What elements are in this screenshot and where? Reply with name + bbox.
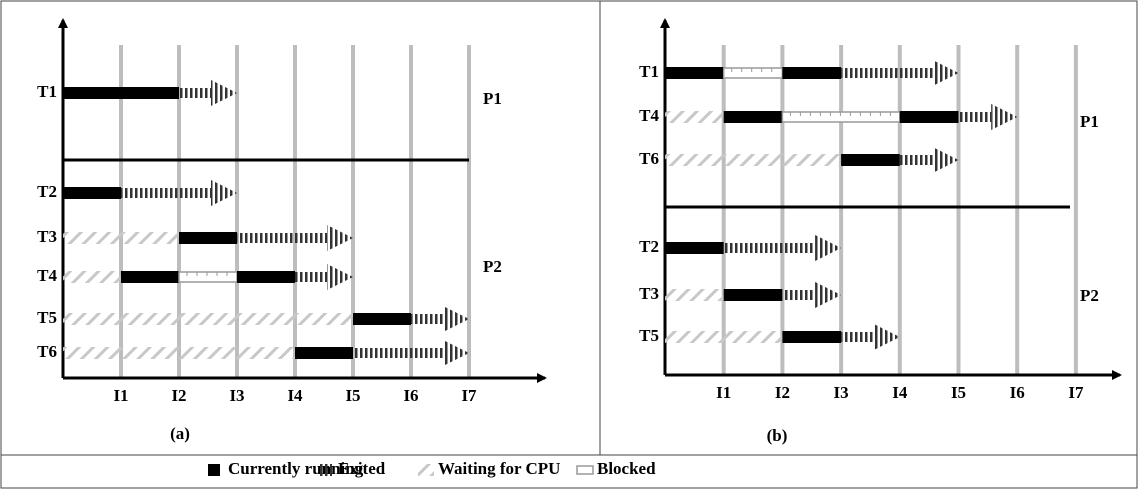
- exited-arrow: [211, 80, 237, 106]
- thread-label: T3: [639, 284, 659, 303]
- waiting: [665, 289, 724, 301]
- interval-label: I3: [834, 383, 849, 402]
- interval-label: I2: [171, 386, 186, 405]
- running: [353, 313, 411, 325]
- exited-arrow: [443, 340, 469, 366]
- exited: [841, 68, 933, 78]
- exited: [295, 272, 327, 282]
- blocked: [178, 271, 238, 283]
- running: [841, 154, 900, 166]
- exited: [723, 243, 816, 253]
- thread-label: T5: [37, 308, 57, 327]
- process-label: P2: [483, 257, 502, 276]
- exited: [237, 233, 327, 243]
- exited-arrow: [443, 306, 469, 332]
- thread-label: T4: [37, 266, 57, 285]
- running: [723, 111, 783, 123]
- exited: [841, 332, 874, 342]
- thread-label: T2: [37, 182, 57, 201]
- exited: [411, 314, 443, 324]
- legend-icon: [576, 465, 594, 475]
- interval-label: I4: [287, 386, 303, 405]
- interval-label: I2: [775, 383, 790, 402]
- thread-label: T2: [639, 237, 659, 256]
- legend-label: Waiting for CPU: [438, 459, 560, 478]
- waiting: [63, 271, 121, 283]
- interval-label: I5: [345, 386, 360, 405]
- waiting: [63, 313, 353, 325]
- exited: [353, 348, 443, 358]
- waiting: [63, 232, 179, 244]
- blocked: [722, 67, 784, 79]
- legend-icon: [208, 464, 220, 476]
- running: [63, 187, 121, 199]
- running: [782, 331, 842, 343]
- interval-label: I4: [892, 383, 908, 402]
- waiting: [665, 154, 842, 166]
- exited-arrow: [991, 104, 1018, 130]
- running: [121, 271, 179, 283]
- waiting: [665, 331, 783, 343]
- exited-arrow: [932, 60, 959, 86]
- interval-label: I6: [1010, 383, 1025, 402]
- panel-caption: (b): [767, 426, 788, 445]
- thread-label: T1: [639, 62, 659, 81]
- exited-arrow: [211, 180, 237, 206]
- thread-label: T5: [639, 326, 659, 345]
- exited-arrow: [327, 264, 353, 290]
- exited: [899, 155, 933, 165]
- panel-caption: (a): [170, 424, 190, 443]
- running: [237, 271, 295, 283]
- thread-label: T1: [37, 82, 57, 101]
- interval-label: I7: [461, 386, 477, 405]
- thread-label: T6: [639, 149, 659, 168]
- interval-label: I7: [1068, 383, 1084, 402]
- legend-icon: [318, 464, 332, 476]
- exited: [179, 88, 211, 98]
- interval-label: I5: [951, 383, 966, 402]
- running: [665, 67, 724, 79]
- thread-label: T3: [37, 227, 57, 246]
- waiting: [63, 347, 295, 359]
- interval-label: I1: [716, 383, 731, 402]
- process-label: P1: [483, 89, 502, 108]
- exited-arrow: [815, 235, 842, 261]
- exited-arrow: [327, 225, 353, 251]
- running: [179, 232, 237, 244]
- running: [782, 67, 842, 79]
- waiting: [665, 111, 724, 123]
- exited: [958, 112, 992, 122]
- legend-label: Blocked: [597, 459, 656, 478]
- exited-arrow: [815, 282, 842, 308]
- running: [723, 289, 783, 301]
- process-label: P1: [1080, 112, 1099, 131]
- thread-label: T6: [37, 342, 57, 361]
- interval-label: I6: [403, 386, 418, 405]
- running: [295, 347, 353, 359]
- process-label: P2: [1080, 286, 1099, 305]
- exited-arrow: [873, 324, 900, 350]
- exited: [121, 188, 211, 198]
- interval-label: I3: [229, 386, 244, 405]
- running: [63, 87, 179, 99]
- legend-label: Exited: [338, 459, 386, 478]
- running: [665, 242, 724, 254]
- legend-icon: [418, 464, 434, 476]
- exited: [782, 290, 816, 300]
- thread-label: T4: [639, 106, 659, 125]
- running: [899, 111, 959, 123]
- interval-label: I1: [113, 386, 128, 405]
- exited-arrow: [932, 147, 959, 173]
